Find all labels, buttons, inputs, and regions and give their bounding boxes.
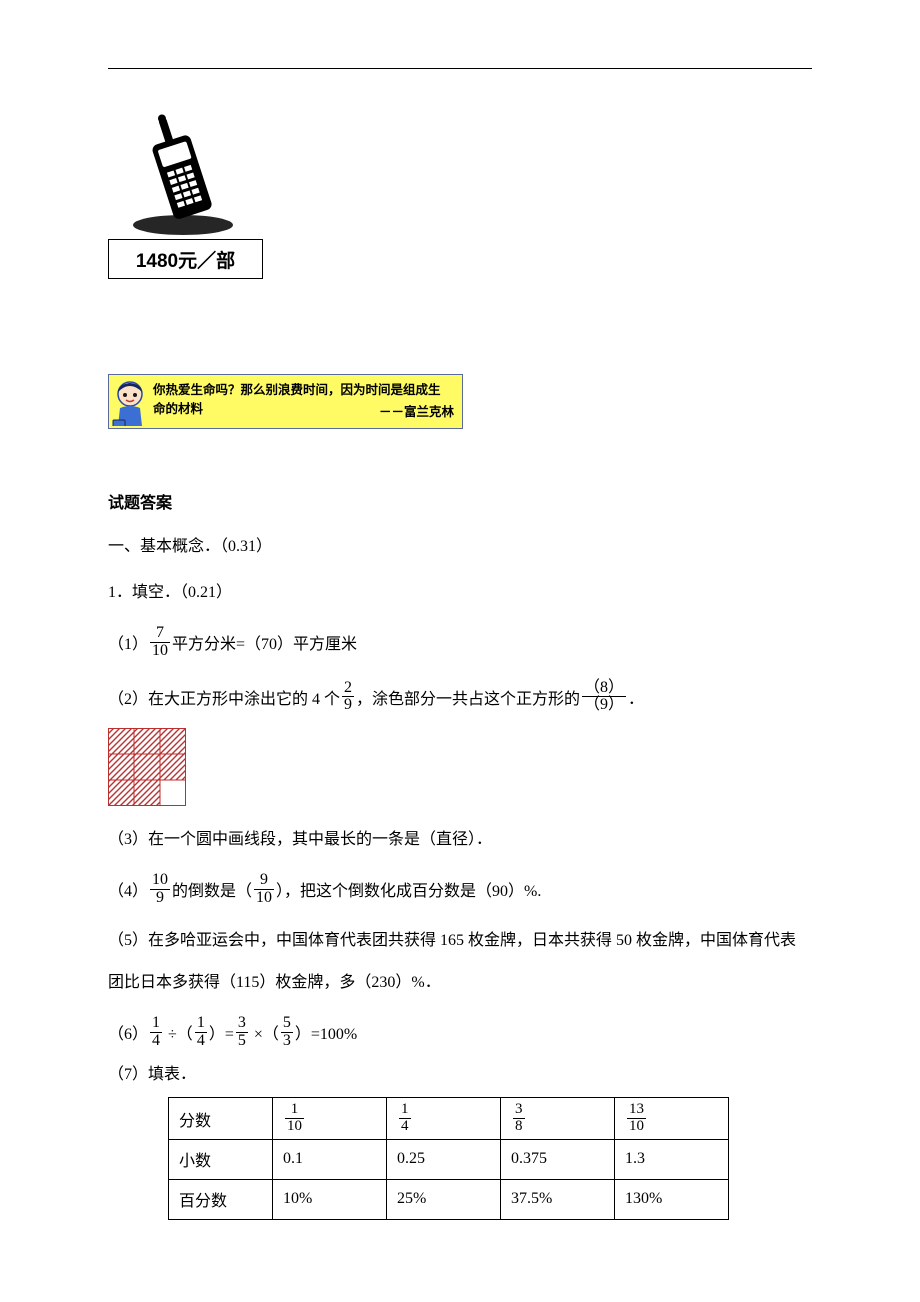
question-1: （1） 7 10 平方分米=（70）平方厘米 — [108, 625, 812, 660]
q6-f3d: 5 — [236, 1033, 248, 1050]
q2-mid: ，涂色部分一共占这个正方形的 — [356, 685, 580, 709]
answers-heading: 试题答案 — [108, 489, 812, 513]
cell-pct-2: 37.5% — [501, 1179, 615, 1219]
q4-mid2: ），把这个倒数化成百分数是（90）%. — [276, 877, 541, 901]
section-1-title: 一、基本概念．（0.31） — [108, 535, 812, 559]
q6-f2d: 4 — [195, 1033, 207, 1050]
phone-price-figure: 1480元／部 — [108, 110, 263, 279]
q2-fraction: 2 9 — [340, 680, 356, 715]
q6-frac-2: 1 4 — [193, 1015, 209, 1050]
q4-f1-den: 9 — [150, 890, 170, 907]
q2-ans-num: （8） — [582, 680, 626, 698]
question-5-line2: 团比日本多获得（115）枚金牌，多（230）%． — [108, 971, 812, 995]
subsection-1-title: 1．填空．（0.21） — [108, 581, 812, 605]
q6-f4d: 3 — [281, 1033, 293, 1050]
quote-text: 你热爱生命吗？那么别浪费时间，因为时间是组成生 命的材料 －－富兰克林 — [151, 375, 462, 428]
q6-op3: ×（ — [250, 1020, 279, 1044]
conversion-table: 分数 110 14 38 1310 小数 0.1 0.25 0.375 1.3 … — [168, 1097, 729, 1220]
q6-f4n: 5 — [281, 1015, 293, 1033]
cell-frac-3: 1310 — [615, 1098, 729, 1140]
q2-prefix: （2）在大正方形中涂出它的 4 个 — [108, 685, 340, 709]
f1n: 1 — [399, 1102, 411, 1119]
cell-frac-2: 38 — [501, 1098, 615, 1140]
q4-f2-den: 10 — [254, 890, 274, 907]
question-6: （6） 1 4 ÷（ 1 4 ）= 3 5 ×（ 5 3 ）=100% — [108, 1015, 812, 1050]
q6-f1n: 1 — [150, 1015, 162, 1033]
question-7: （7）填表． — [108, 1063, 812, 1087]
f1d: 4 — [399, 1119, 411, 1135]
q6-op4: ）=100% — [295, 1020, 357, 1044]
q6-frac-3: 3 5 — [234, 1015, 250, 1050]
row-header-decimal: 小数 — [169, 1139, 273, 1179]
q2-answer-fraction: （8） （9） — [580, 680, 628, 715]
q6-op1: ÷（ — [164, 1020, 193, 1044]
question-4: （4） 10 9 的倒数是（ 9 10 ），把这个倒数化成百分数是（90）%. — [108, 872, 812, 907]
q2-tail: ． — [628, 685, 644, 709]
q6-prefix: （6） — [108, 1020, 148, 1044]
q2-ans-den: （9） — [582, 697, 626, 714]
cell-pct-3: 130% — [615, 1179, 729, 1219]
quote-avatar-icon — [109, 375, 151, 428]
quote-line1: 你热爱生命吗？那么别浪费时间，因为时间是组成生 — [153, 383, 441, 397]
cell-dec-2: 0.375 — [501, 1139, 615, 1179]
page-top-rule — [108, 68, 812, 69]
f0d: 10 — [285, 1119, 304, 1135]
table-row-percent: 百分数 10% 25% 37.5% 130% — [169, 1179, 729, 1219]
f3d: 10 — [627, 1119, 646, 1135]
row-header-fraction: 分数 — [169, 1098, 273, 1140]
q1-frac-num: 7 — [150, 625, 170, 643]
q6-f2n: 1 — [195, 1015, 207, 1033]
cell-dec-1: 0.25 — [387, 1139, 501, 1179]
question-3: （3）在一个圆中画线段，其中最长的一条是（直径）． — [108, 828, 812, 852]
q6-f3n: 3 — [236, 1015, 248, 1033]
cell-frac-0: 110 — [273, 1098, 387, 1140]
cell-pct-0: 10% — [273, 1179, 387, 1219]
cell-pct-1: 25% — [387, 1179, 501, 1219]
q2-frac-den: 9 — [342, 697, 354, 714]
table-row-fraction: 分数 110 14 38 1310 — [169, 1098, 729, 1140]
q6-op2: ）= — [209, 1020, 234, 1044]
question-2: （2）在大正方形中涂出它的 4 个 2 9 ，涂色部分一共占这个正方形的 （8）… — [108, 680, 812, 715]
phone-price-label: 1480元／部 — [108, 239, 263, 279]
table-row-decimal: 小数 0.1 0.25 0.375 1.3 — [169, 1139, 729, 1179]
quote-line2: 命的材料 — [153, 402, 203, 416]
q1-fraction: 7 10 — [148, 625, 172, 660]
f2n: 3 — [513, 1102, 525, 1119]
quote-attribution: －－富兰克林 — [379, 403, 454, 422]
q6-frac-4: 5 3 — [279, 1015, 295, 1050]
q4-f1-num: 10 — [150, 872, 170, 890]
cell-frac-1: 14 — [387, 1098, 501, 1140]
q6-frac-1: 1 4 — [148, 1015, 164, 1050]
q4-fraction-2: 9 10 — [252, 872, 276, 907]
f3n: 13 — [627, 1102, 646, 1119]
q4-prefix: （4） — [108, 877, 148, 901]
q4-fraction-1: 10 9 — [148, 872, 172, 907]
q2-frac-num: 2 — [342, 680, 354, 698]
cell-dec-3: 1.3 — [615, 1139, 729, 1179]
q6-f1d: 4 — [150, 1033, 162, 1050]
quote-banner: 你热爱生命吗？那么别浪费时间，因为时间是组成生 命的材料 －－富兰克林 — [108, 374, 463, 429]
f2d: 8 — [513, 1119, 525, 1135]
shaded-square-diagram — [108, 728, 186, 806]
question-5-line1: （5）在多哈亚运会中，中国体育代表团共获得 165 枚金牌，日本共获得 50 枚… — [108, 929, 812, 953]
row-header-percent: 百分数 — [169, 1179, 273, 1219]
phone-icon — [108, 110, 263, 240]
f0n: 1 — [285, 1102, 304, 1119]
q4-f2-num: 9 — [254, 872, 274, 890]
q1-tail: 平方分米=（70）平方厘米 — [172, 630, 357, 654]
cell-dec-0: 0.1 — [273, 1139, 387, 1179]
q1-prefix: （1） — [108, 630, 148, 654]
q1-frac-den: 10 — [150, 643, 170, 660]
q4-mid1: 的倒数是（ — [172, 877, 252, 901]
